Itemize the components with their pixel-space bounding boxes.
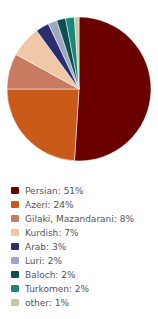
svg-text:other: 1%: other: 1% [25, 298, 69, 308]
svg-text:Baloch: 2%: Baloch: 2% [25, 270, 76, 280]
svg-text:Luri: 2%: Luri: 2% [25, 256, 62, 266]
svg-text:Turkomen: 2%: Turkomen: 2% [24, 284, 90, 294]
svg-text:Persian: 51%: Persian: 51% [25, 186, 84, 196]
svg-text:Kurdish: 7%: Kurdish: 7% [25, 228, 79, 238]
svg-text:Gilaki, Mazandarani: 8%: Gilaki, Mazandarani: 8% [25, 214, 134, 224]
svg-text:Arab: 3%: Arab: 3% [25, 242, 67, 252]
svg-text:Azeri: 24%: Azeri: 24% [25, 200, 74, 210]
